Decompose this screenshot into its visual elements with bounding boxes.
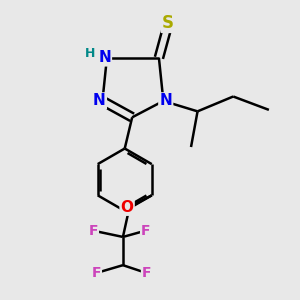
Text: F: F — [92, 266, 101, 280]
Text: S: S — [162, 14, 174, 32]
Text: N: N — [93, 94, 106, 109]
Text: F: F — [141, 224, 151, 238]
Text: N: N — [98, 50, 111, 65]
Text: F: F — [88, 224, 98, 238]
Text: O: O — [121, 200, 134, 215]
Text: N: N — [159, 94, 172, 109]
Text: F: F — [142, 266, 152, 280]
Text: H: H — [85, 47, 95, 60]
